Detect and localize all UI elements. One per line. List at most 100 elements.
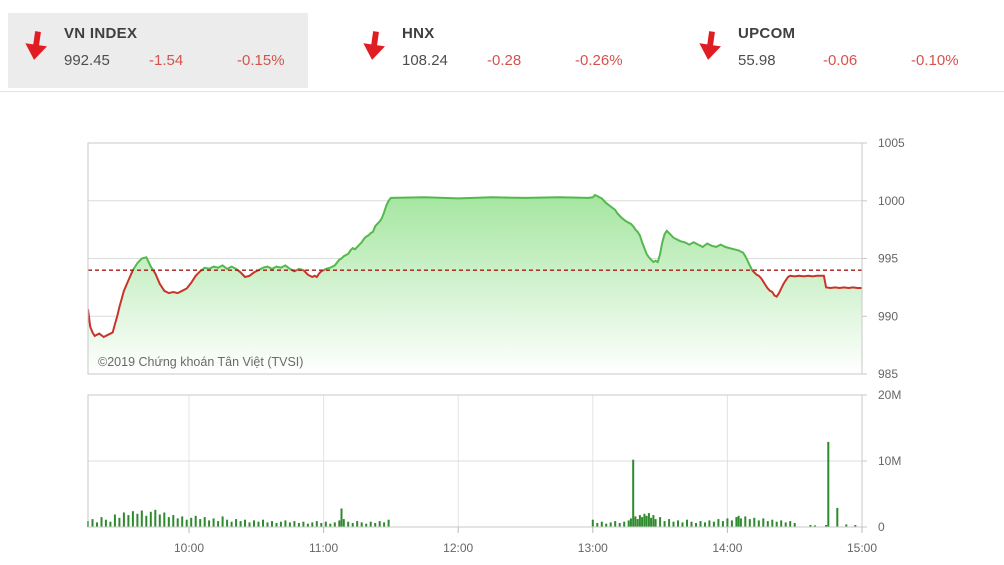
x-axis-tick-label: 13:00 [578, 541, 608, 555]
volume-bar [641, 517, 644, 527]
volume-bar [244, 519, 246, 527]
volume-bar [712, 521, 715, 527]
price-area [88, 195, 862, 374]
volume-bar [208, 520, 211, 527]
volume-bar [104, 519, 107, 527]
volume-bar [827, 441, 830, 527]
x-axis-tick-label: 15:00 [847, 541, 877, 555]
price-y-axis-label: 1000 [878, 194, 905, 208]
volume-bar [813, 525, 816, 527]
volume-bar [127, 515, 130, 527]
x-axis-tick-label: 11:00 [309, 541, 338, 555]
index-tile-upcom[interactable]: UPCOM 55.98 -0.06 -0.10% [682, 13, 982, 88]
volume-bar [600, 521, 603, 527]
volume-bar [784, 522, 787, 527]
volume-bar [365, 523, 368, 527]
volume-bar [609, 522, 612, 527]
volume-bar [235, 519, 238, 527]
volume-y-axis-label: 0 [878, 520, 885, 534]
copyright-watermark: ©2019 Chứng khoán Tân Việt (TVSI) [98, 355, 303, 369]
volume-bar [136, 513, 139, 527]
index-value: 108.24 [402, 52, 448, 69]
x-axis-tick-label: 10:00 [174, 541, 204, 555]
volume-bar [145, 515, 148, 527]
index-name: VN INDEX [64, 25, 138, 42]
index-value: 992.45 [64, 52, 110, 69]
index-name: UPCOM [738, 25, 796, 42]
index-value: 55.98 [738, 52, 776, 69]
down-arrow-icon [682, 25, 738, 63]
volume-bar [360, 522, 363, 527]
volume-bar [131, 511, 134, 527]
price-plot: 1005 1000 995 990 985 ©2019 Chứng khoán Tân V… [87, 136, 905, 381]
volume-bar [638, 515, 641, 527]
x-axis-tick-label: 12:00 [443, 541, 473, 555]
price-y-axis-label: 1005 [878, 136, 905, 150]
volume-bar [629, 518, 632, 527]
volume-bar [356, 521, 359, 527]
index-change-pct: -0.26% [575, 52, 623, 69]
volume-bar [596, 523, 599, 527]
volume-bar [333, 522, 336, 527]
volume-bar [605, 523, 608, 527]
index-tile-vnindex[interactable]: VN INDEX 992.45 -1.54 -0.15% [8, 13, 308, 88]
volume-bar [647, 513, 650, 527]
volume-bar [383, 522, 386, 527]
volume-bar [163, 512, 166, 527]
volume-bar [650, 517, 653, 527]
volume-bar [96, 522, 98, 527]
volume-bar [279, 521, 282, 527]
volume-bar [140, 510, 143, 527]
volume-bar [677, 520, 679, 527]
volume-bar [686, 519, 688, 527]
volume-bar [730, 520, 733, 527]
volume-bar [704, 522, 706, 527]
volume-bar [338, 520, 341, 527]
volume-bar [154, 509, 157, 527]
volume-bar [793, 523, 796, 527]
volume-bar [387, 519, 390, 527]
volume-bar [753, 517, 756, 527]
volume-bar [627, 520, 630, 527]
volume-bar [340, 508, 343, 527]
volume-bar [230, 521, 233, 527]
volume-bar [654, 519, 657, 527]
volume-bar [780, 520, 783, 527]
volume-bar [681, 522, 684, 527]
volume-bar [306, 523, 309, 527]
volume-bar [176, 518, 179, 527]
volume-bar [663, 521, 666, 527]
volume-bar [762, 518, 765, 527]
volume-bar [739, 518, 742, 527]
volume-bar [293, 521, 296, 527]
volume-bar [369, 521, 372, 527]
volume-bar [167, 517, 170, 527]
volume-bar [284, 520, 287, 527]
volume-bar [253, 520, 255, 527]
volume-bar [757, 520, 760, 527]
volume-bar [721, 521, 724, 527]
volume-bar [775, 521, 778, 527]
index-name: HNX [402, 25, 435, 42]
volume-bar [634, 516, 637, 527]
volume-bar [699, 521, 702, 527]
volume-bar [266, 522, 269, 527]
index-tile-hnx[interactable]: HNX 108.24 -0.28 -0.26% [346, 13, 646, 88]
volume-bar [708, 520, 711, 527]
volume-bar [614, 521, 617, 527]
volume-bar [122, 512, 125, 527]
volume-bar [645, 515, 648, 527]
volume-bar [324, 521, 327, 527]
index-change-pct: -0.15% [237, 52, 285, 69]
volume-bar [854, 525, 857, 527]
volume-bar [618, 523, 621, 527]
price-line-below-ref [88, 270, 862, 339]
volume-bar [91, 519, 94, 527]
volume-bar [771, 519, 774, 527]
volume-bar [118, 517, 121, 527]
volume-bar [315, 521, 318, 527]
volume-bar [378, 521, 381, 527]
volume-bar [695, 523, 697, 527]
volume-bar [262, 519, 264, 527]
